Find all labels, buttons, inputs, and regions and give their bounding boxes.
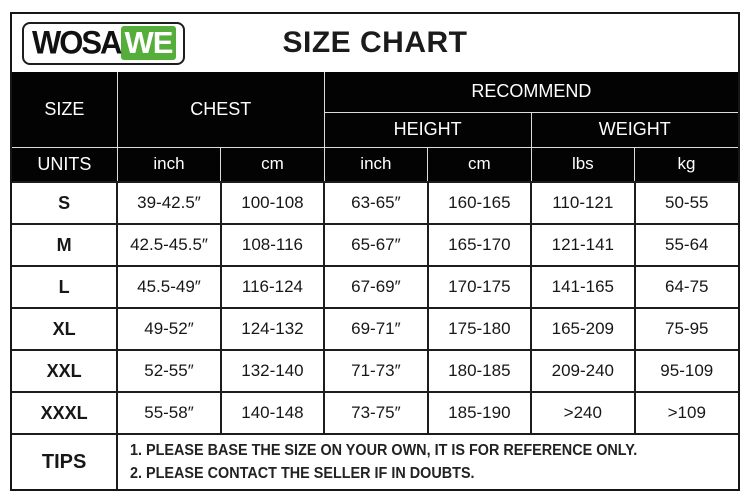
table-row-m: M 42.5-45.5″ 108-116 65-67″ 165-170 121-… [12,223,738,267]
cell-chest-cm: 140-148 [219,391,326,435]
cell-height-cm: 185-190 [426,391,533,435]
table-row-xxl: XXL 52-55″ 132-140 71-73″ 180-185 209-24… [12,349,738,393]
cell-chest-cm: 124-132 [219,307,326,351]
cell-size: S [12,181,119,225]
cell-weight-lbs: 121-141 [530,223,636,267]
cell-chest-cm: 132-140 [219,349,326,393]
unit-label-height-cm: cm [427,146,532,183]
header-bar: WOSA WE SIZE CHART [12,14,738,72]
table-row-l: L 45.5-49″ 116-124 67-69″ 170-175 141-16… [12,265,738,309]
cell-height-inch: 63-65″ [323,181,429,225]
table-row-s: S 39-42.5″ 100-108 63-65″ 160-165 110-12… [12,181,738,225]
cell-weight-kg: 75-95 [633,307,738,351]
page-title: SIZE CHART [282,26,468,59]
table-row-xxxl: XXXL 55-58″ 140-148 73-75″ 185-190 >240 … [12,391,738,435]
cell-size: XXL [12,349,119,393]
unit-label-chest-inch: inch [116,146,222,183]
cell-chest-inch: 39-42.5″ [116,181,222,225]
cell-height-inch: 71-73″ [323,349,429,393]
cell-size: M [12,223,119,267]
logo-text-we: WE [121,25,177,60]
cell-height-inch: 73-75″ [323,391,429,435]
cell-height-cm: 160-165 [426,181,533,225]
tips-text-line-2: 2. PLEASE CONTACT THE SELLER IF IN DOUBT… [130,465,475,482]
cell-chest-inch: 42.5-45.5″ [116,223,222,267]
tips-label: TIPS [12,433,119,489]
cell-height-cm: 180-185 [426,349,533,393]
cell-weight-lbs: >240 [530,391,636,435]
cell-chest-inch: 52-55″ [116,349,222,393]
cell-weight-kg: >109 [633,391,738,435]
header-height: HEIGHT [324,111,532,148]
brand-logo: WOSA WE [22,21,186,65]
cell-weight-kg: 95-109 [633,349,738,393]
cell-size: XL [12,307,119,351]
table-units-row: UNITS inch cm inch cm lbs kg [12,146,738,183]
cell-chest-cm: 116-124 [219,265,326,309]
cell-chest-inch: 55-58″ [116,391,222,435]
cell-size: XXXL [12,391,119,435]
cell-height-cm: 175-180 [426,307,533,351]
tips-row: TIPS 1. PLEASE BASE THE SIZE ON YOUR OWN… [12,433,738,489]
cell-weight-kg: 64-75 [633,265,738,309]
table-row-xl: XL 49-52″ 124-132 69-71″ 175-180 165-209… [12,307,738,351]
cell-weight-kg: 50-55 [633,181,738,225]
header-weight: WEIGHT [530,111,738,148]
cell-size: L [12,265,119,309]
cell-weight-lbs: 110-121 [530,181,636,225]
cell-height-inch: 67-69″ [323,265,429,309]
cell-weight-lbs: 165-209 [530,307,636,351]
logo-text-wosa: WOSA [32,24,122,61]
cell-height-cm: 170-175 [426,265,533,309]
cell-chest-inch: 49-52″ [116,307,222,351]
cell-weight-lbs: 141-165 [530,265,636,309]
tips-text-line-1: 1. PLEASE BASE THE SIZE ON YOUR OWN, IT … [130,441,638,459]
cell-height-inch: 69-71″ [323,307,429,351]
cell-chest-cm: 100-108 [219,181,326,225]
header-size: SIZE [12,72,118,148]
table-header-row-2: HEIGHT WEIGHT [12,111,738,148]
unit-label-height-inch: inch [323,146,429,183]
size-chart-panel: WOSA WE SIZE CHART SIZE CHEST RECOMMEND … [10,12,740,491]
unit-label-weight-kg: kg [634,146,738,183]
cell-weight-kg: 55-64 [633,223,738,267]
cell-chest-inch: 45.5-49″ [116,265,222,309]
cell-height-cm: 165-170 [426,223,533,267]
cell-height-inch: 65-67″ [323,223,429,267]
header-recommend: RECOMMEND [323,72,738,113]
header-units: UNITS [12,146,118,183]
header-chest: CHEST [116,72,325,148]
unit-label-chest-cm: cm [220,146,325,183]
unit-label-weight-lbs: lbs [530,146,636,183]
table-header-row-1: SIZE CHEST RECOMMEND [12,72,738,148]
tips-text: 1. PLEASE BASE THE SIZE ON YOUR OWN, IT … [116,433,738,489]
cell-weight-lbs: 209-240 [530,349,636,393]
size-chart-table: SIZE CHEST RECOMMEND HEIGHT WEIGHT UNITS… [12,72,738,489]
cell-chest-cm: 108-116 [219,223,326,267]
